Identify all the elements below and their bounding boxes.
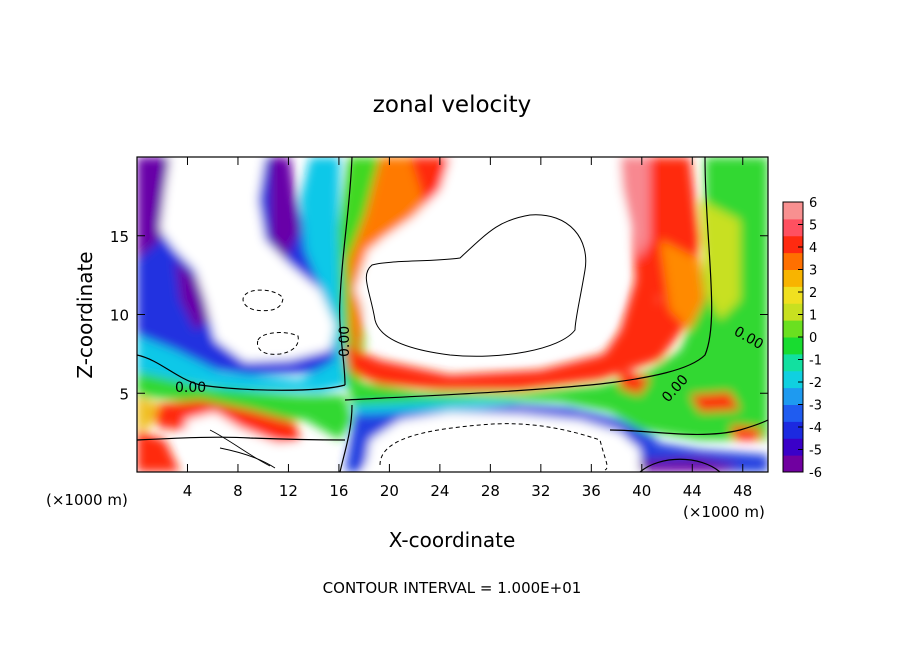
colorbar-swatch (783, 438, 803, 456)
region-purple-left-top (137, 157, 175, 260)
colorbar: 6 5 4 3 2 1 0 -1 -2 -3 -4 -5 -6 (782, 196, 822, 481)
region-purple-left-mid (175, 260, 210, 330)
colorbar-swatch (783, 303, 803, 321)
x-tick-label: 4 (183, 482, 193, 500)
region-red-spots-right (620, 370, 760, 440)
colorbar-tick-label: -6 (809, 466, 822, 481)
contour-label: 0.00 (175, 380, 206, 396)
region-yellow-right (700, 200, 740, 320)
x-unit-note-left: (×1000 m) (46, 491, 128, 509)
x-tick-label: 20 (380, 482, 399, 500)
region-green-left (137, 372, 352, 440)
colorbar-tick-label: 6 (809, 196, 817, 211)
colorbar-swatch (783, 337, 803, 355)
x-tick-label: 40 (632, 482, 651, 500)
plot-area (137, 157, 768, 472)
contour-label: 0.00 (337, 326, 353, 357)
colorbar-swatch (783, 387, 803, 405)
colorbar-tick-label: 2 (809, 286, 817, 301)
region-cyan-left (137, 157, 350, 392)
x-ticks: 4 8 12 16 20 24 28 32 36 40 44 48 (183, 157, 752, 500)
y-tick-label: 10 (110, 307, 129, 325)
colorbar-swatch (783, 370, 803, 389)
colorbar-tick-label: -3 (809, 399, 822, 414)
colorbar-swatch (783, 235, 803, 254)
x-unit-note-right: (×1000 m) (683, 503, 765, 521)
colorbar-swatch (783, 421, 803, 439)
chart-title: zonal velocity (373, 92, 531, 118)
x-tick-label: 48 (733, 482, 752, 500)
y-tick-label: 15 (110, 228, 129, 246)
colorbar-tick-label: 3 (809, 264, 817, 279)
y-ticks: 5 10 15 (110, 228, 768, 403)
colorbar-tick-label: 0 (809, 331, 817, 346)
colorbar-swatch (783, 218, 803, 237)
region-pink-right (615, 157, 650, 260)
colorbar-swatch (783, 404, 803, 422)
colorbar-tick-label: -1 (809, 354, 822, 369)
colorbar-swatch (783, 202, 803, 220)
colorbar-tick-label: -4 (809, 421, 822, 436)
region-white-upper-left (160, 157, 335, 362)
region-yellow-lower-left (137, 396, 160, 430)
colorbar-swatch (783, 269, 803, 287)
region-white-bottom-left (185, 412, 312, 472)
region-red-band (345, 157, 700, 390)
region-green-band (350, 157, 768, 440)
contour-lines (137, 157, 768, 472)
colorbar-swatch (783, 286, 803, 304)
x-axis-label: X-coordinate (389, 528, 516, 552)
region-white-bottom-center (365, 412, 640, 472)
region-purple-top-center (270, 157, 300, 260)
x-tick-label: 32 (531, 482, 550, 500)
colorbar-tick-label: 1 (809, 309, 817, 324)
colorbar-tick-label: -2 (809, 376, 822, 391)
x-tick-label: 28 (481, 482, 500, 500)
region-red-corner (137, 430, 180, 472)
contour-interval-note: CONTOUR INTERVAL = 1.000E+01 (323, 579, 582, 597)
colorbar-swatch (783, 455, 803, 473)
y-axis-label: Z-coordinate (73, 251, 97, 378)
region-orange-right (660, 240, 705, 330)
colorbar-swatch (783, 353, 803, 372)
colorbar-swatch (783, 252, 803, 270)
y-tick-label: 5 (119, 385, 129, 403)
contour-lines-dashed (242, 289, 608, 471)
region-white-center (355, 157, 625, 355)
colorbar-tick-label: -5 (809, 444, 822, 459)
colorbar-tick-label: 4 (809, 241, 817, 256)
x-tick-label: 36 (582, 482, 601, 500)
x-tick-label: 44 (683, 482, 702, 500)
x-tick-label: 12 (279, 482, 298, 500)
x-tick-label: 8 (233, 482, 243, 500)
colorbar-swatch (783, 320, 803, 338)
x-tick-label: 24 (430, 482, 449, 500)
region-cyan-lower-band (350, 402, 520, 414)
colorbar-tick-label: 5 (809, 219, 817, 234)
x-tick-label: 16 (329, 482, 348, 500)
